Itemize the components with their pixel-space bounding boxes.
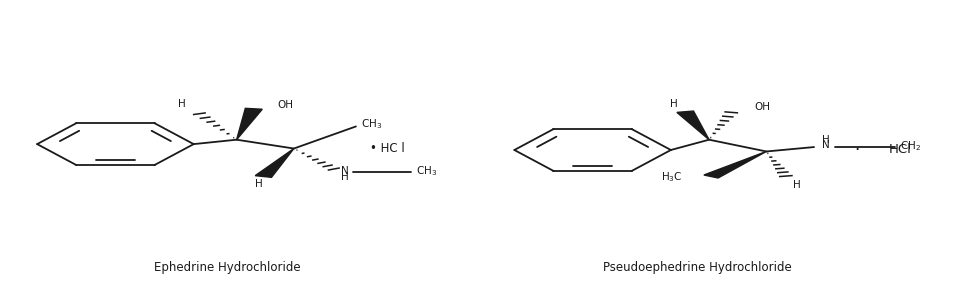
Text: HCl: HCl (889, 143, 911, 157)
Text: Ephedrine Hydrochloride: Ephedrine Hydrochloride (154, 261, 300, 274)
Text: H: H (179, 99, 186, 110)
Text: H: H (822, 135, 829, 145)
Text: CH$_2$: CH$_2$ (900, 140, 921, 153)
Text: H: H (670, 99, 678, 110)
Text: OH: OH (754, 102, 770, 112)
Text: H: H (793, 180, 801, 190)
Text: ·: · (854, 141, 859, 159)
Polygon shape (677, 111, 709, 140)
Text: • HC l: • HC l (371, 142, 405, 155)
Polygon shape (236, 108, 262, 140)
Text: CH$_3$: CH$_3$ (416, 165, 437, 178)
Text: N: N (822, 140, 829, 150)
Text: H: H (341, 172, 348, 182)
Text: CH$_3$: CH$_3$ (361, 117, 382, 131)
Text: H$_3$C: H$_3$C (660, 170, 683, 184)
Polygon shape (255, 148, 294, 177)
Text: Pseudoephedrine Hydrochloride: Pseudoephedrine Hydrochloride (603, 261, 792, 274)
Text: OH: OH (277, 100, 294, 110)
Text: H: H (254, 179, 262, 189)
Text: N: N (341, 166, 348, 176)
Polygon shape (704, 152, 766, 178)
